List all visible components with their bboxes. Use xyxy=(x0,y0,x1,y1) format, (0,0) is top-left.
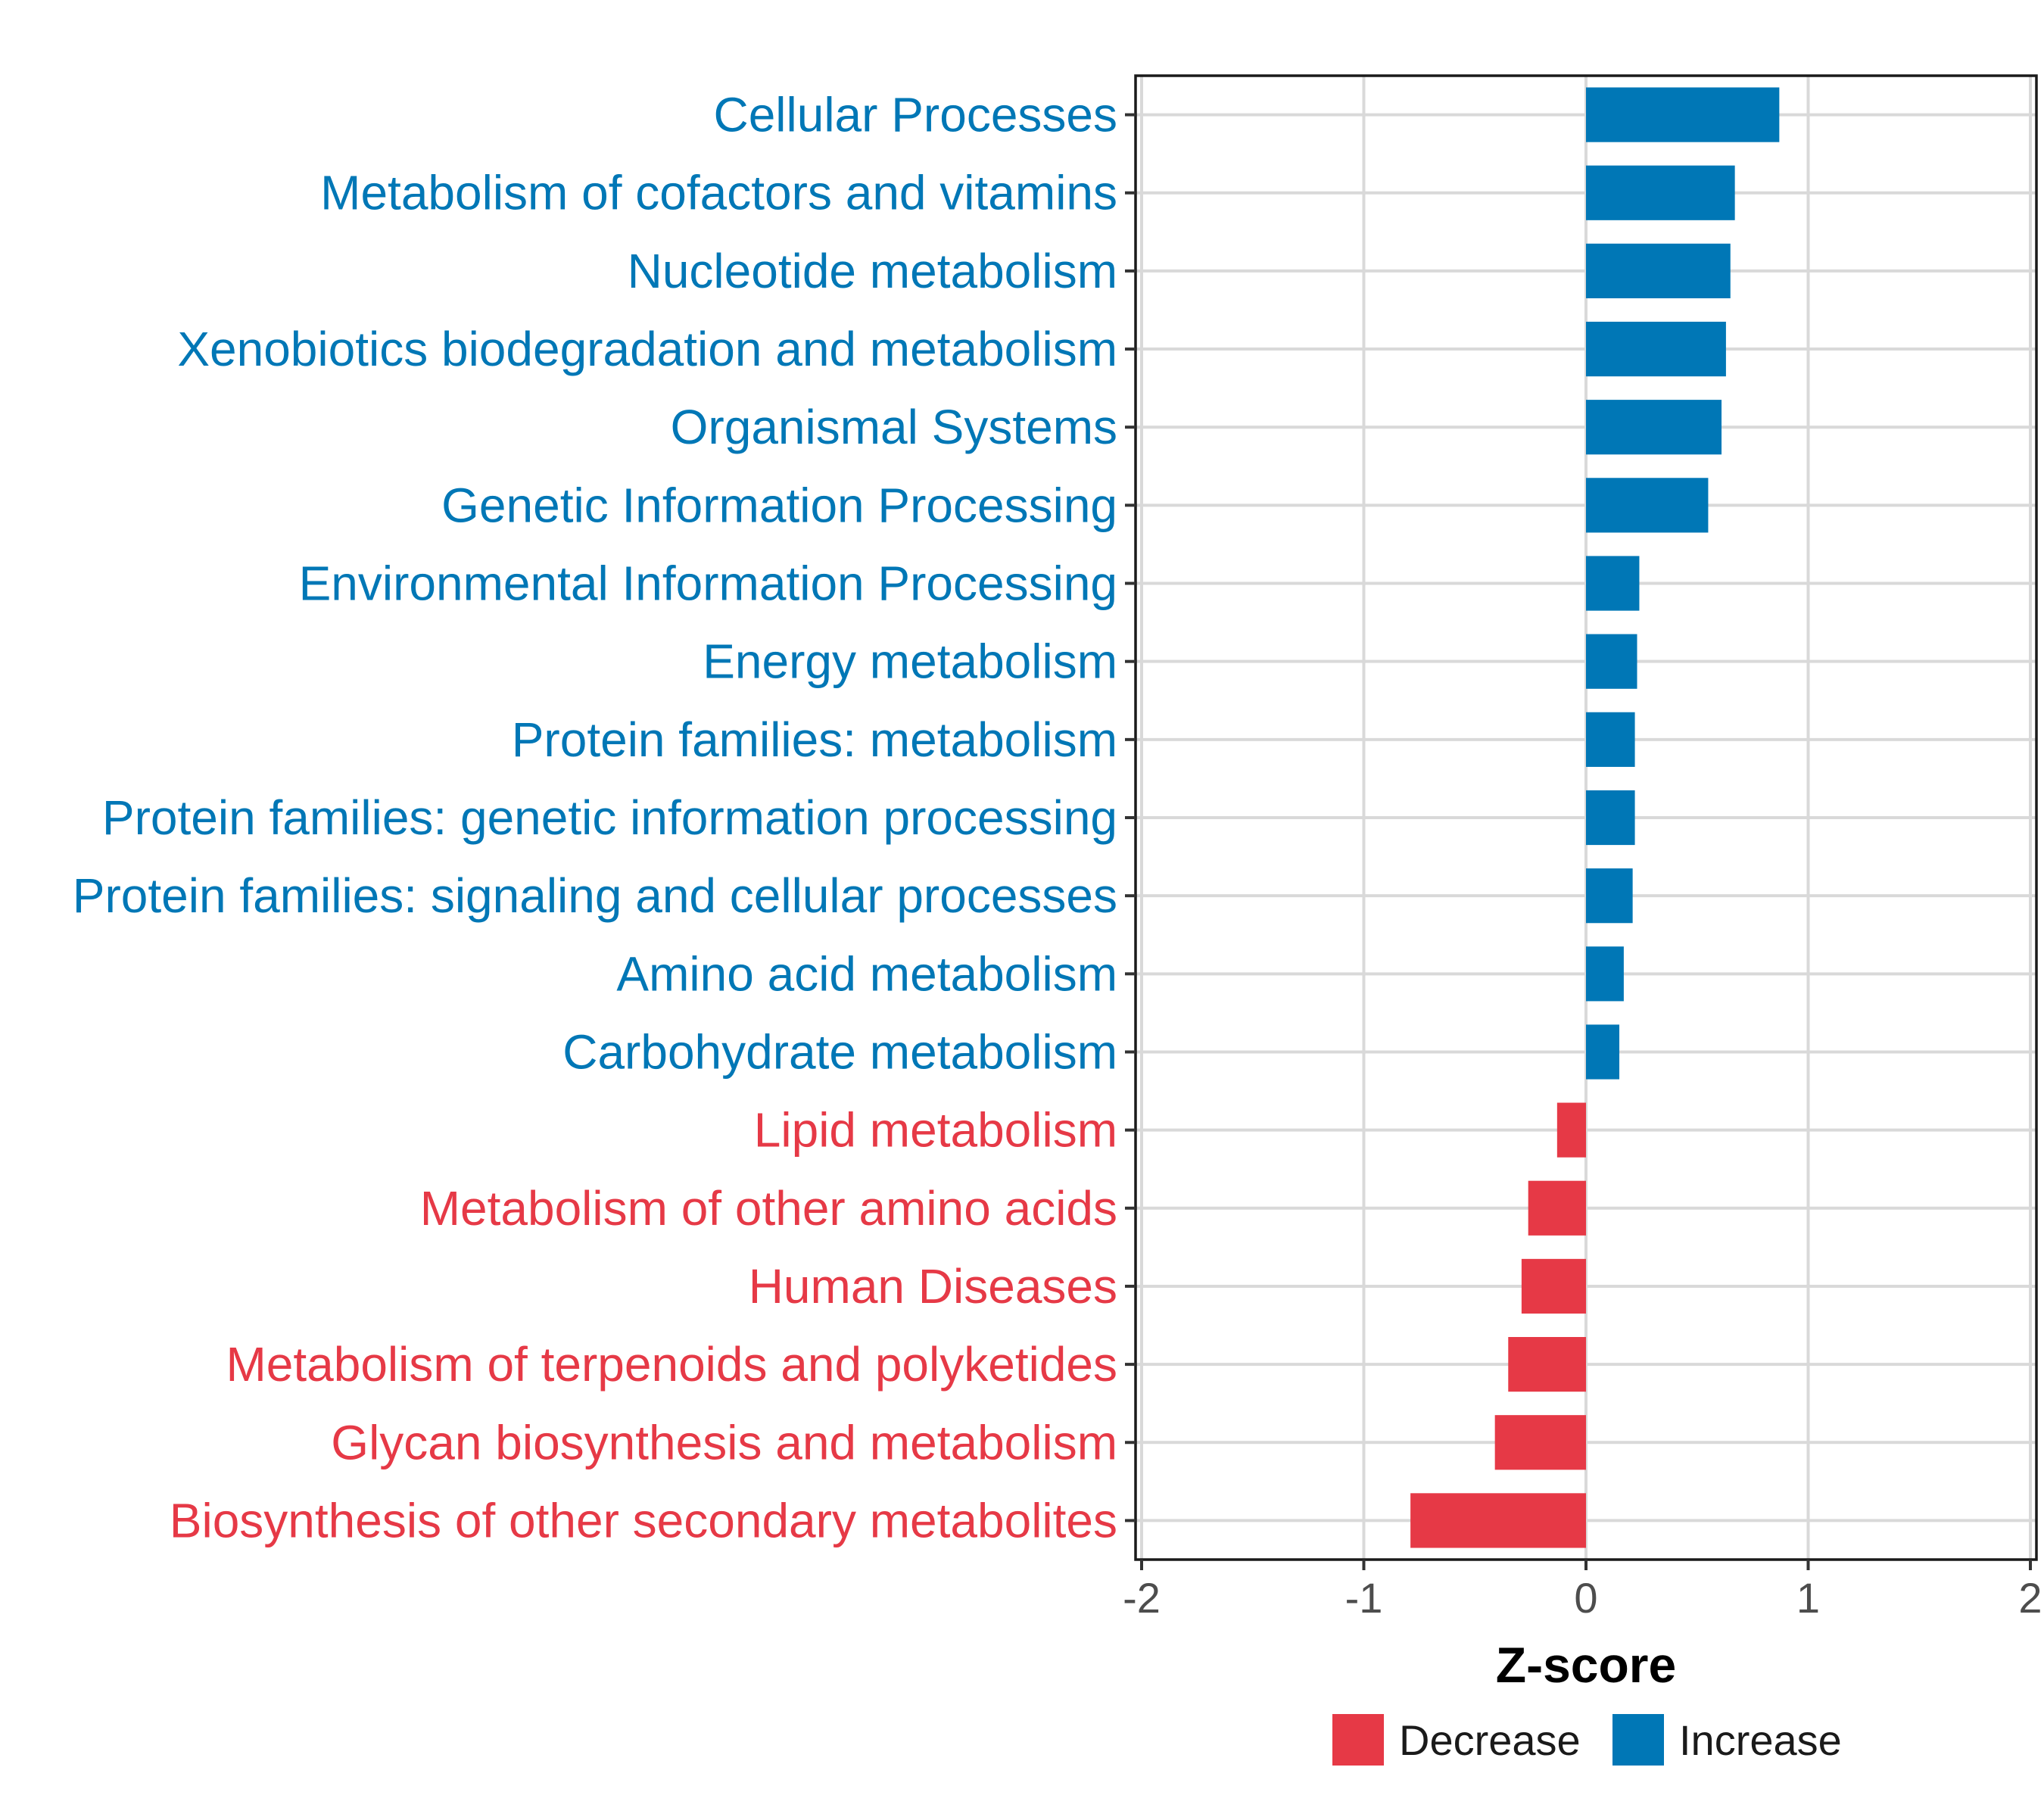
bar xyxy=(1586,868,1633,924)
category-labels: Cellular Processes Metabolism of cofactor… xyxy=(73,88,1117,1548)
bar xyxy=(1586,400,1722,455)
category-label: Metabolism of terpenoids and polyketides xyxy=(226,1337,1117,1392)
x-tick-label: -2 xyxy=(1123,1574,1161,1622)
category-label: Nucleotide metabolism xyxy=(628,244,1117,298)
bar xyxy=(1556,1102,1586,1158)
category-label: Genetic Information Processing xyxy=(441,478,1117,532)
bar xyxy=(1586,556,1640,611)
legend-label: Decrease xyxy=(1399,1716,1581,1764)
x-axis-title: Z-score xyxy=(1496,1637,1676,1693)
bar xyxy=(1586,87,1780,142)
x-tick-label: 1 xyxy=(1796,1574,1820,1622)
legend-swatch xyxy=(1332,1714,1384,1766)
bar xyxy=(1586,790,1635,846)
category-label: Amino acid metabolism xyxy=(616,946,1117,1001)
legend-label: Increase xyxy=(1679,1716,1842,1764)
y-axis-ticks xyxy=(1125,113,1136,1522)
bar xyxy=(1586,243,1731,298)
category-label: Lipid metabolism xyxy=(754,1103,1117,1158)
bar xyxy=(1586,1024,1620,1080)
category-label: Carbohydrate metabolism xyxy=(562,1024,1117,1079)
category-label: Protein families: metabolism xyxy=(512,712,1117,767)
x-tick-label: 0 xyxy=(1574,1574,1597,1622)
bar xyxy=(1521,1258,1586,1314)
bar xyxy=(1586,946,1624,1002)
category-label: Protein families: signaling and cellular… xyxy=(73,868,1117,923)
bar xyxy=(1586,712,1635,767)
category-label: Glycan biosynthesis and metabolism xyxy=(331,1415,1117,1469)
bar xyxy=(1586,165,1735,220)
x-tick-label: -1 xyxy=(1345,1574,1383,1622)
category-label: Cellular Processes xyxy=(713,88,1117,142)
category-label: Biosynthesis of other secondary metaboli… xyxy=(170,1493,1117,1547)
bar-layer xyxy=(1410,87,1780,1548)
bar xyxy=(1410,1493,1586,1548)
category-label: Human Diseases xyxy=(749,1259,1117,1314)
category-label: Organismal Systems xyxy=(671,400,1117,454)
category-label: Xenobiotics biodegradation and metabolis… xyxy=(177,322,1117,376)
x-tick-label: 2 xyxy=(2018,1574,2042,1622)
x-axis: -2 -1 0 1 2 xyxy=(1123,1560,2042,1622)
bar xyxy=(1586,634,1637,689)
category-label: Protein families: genetic information pr… xyxy=(102,790,1117,845)
category-label: Energy metabolism xyxy=(703,634,1117,689)
bar xyxy=(1528,1180,1586,1236)
category-label: Metabolism of cofactors and vitamins xyxy=(320,166,1117,220)
bar xyxy=(1494,1415,1586,1470)
bar xyxy=(1508,1337,1586,1392)
bar xyxy=(1586,321,1726,377)
category-label: Environmental Information Processing xyxy=(299,556,1117,611)
legend-swatch xyxy=(1612,1714,1664,1766)
category-label: Metabolism of other amino acids xyxy=(420,1181,1117,1236)
bar xyxy=(1586,478,1709,533)
legend: Decrease Increase xyxy=(1332,1714,1842,1766)
